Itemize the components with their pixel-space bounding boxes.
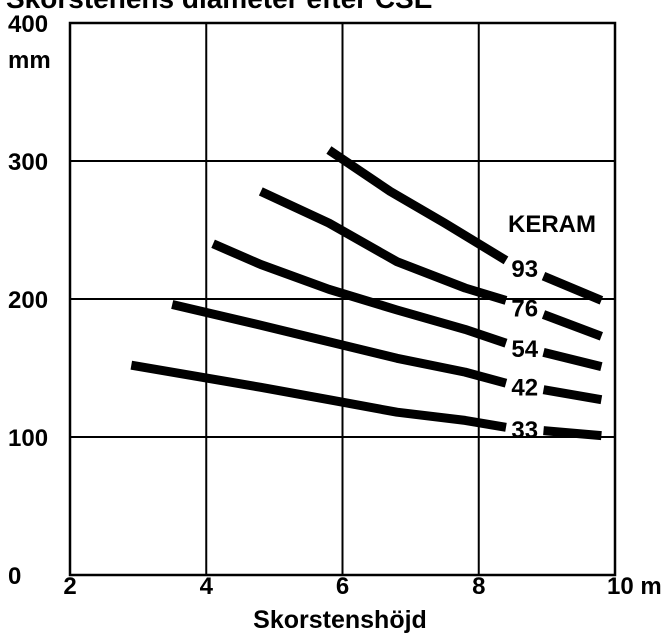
y-tick-label: 400 (8, 11, 48, 38)
plot-frame (68, 21, 617, 577)
x-tick-label: 8 (472, 573, 485, 600)
series-label-76: 76 (511, 295, 538, 322)
series-label-93: 93 (511, 256, 538, 283)
series-labels: 93 76 54 42 33 (511, 256, 538, 444)
y-tick-label: 0 (8, 563, 21, 590)
series-line-33 (130, 360, 507, 432)
series-label-54: 54 (511, 336, 538, 363)
y-tick-label: 200 (8, 287, 48, 314)
series-line-93 (326, 146, 509, 265)
series-line-54 (211, 239, 508, 348)
chart-title: Skorstenens diameter efter CSE (6, 0, 432, 14)
plot-area (130, 146, 604, 441)
series-line-42 (171, 300, 508, 388)
series-label-33: 33 (511, 417, 538, 444)
series-line-76 (541, 310, 603, 341)
series-line-93 (541, 271, 604, 305)
series-line-33 (543, 426, 602, 441)
x-axis-title: Skorstenshöjd (253, 606, 427, 634)
series-line-54 (542, 348, 603, 371)
x-tick-label: 2 (63, 573, 76, 600)
x-tick-label: 6 (336, 573, 349, 600)
series-line-76 (258, 187, 508, 305)
y-unit-label: mm (8, 47, 51, 74)
x-tick-label: 10 m (607, 573, 662, 600)
series-label-42: 42 (511, 374, 538, 401)
x-tick-label: 4 (200, 573, 214, 600)
series-line-42 (542, 385, 603, 405)
y-tick-label: 100 (8, 425, 48, 452)
y-tick-label: 300 (8, 149, 48, 176)
axis-ticks: 0 100 200 300 400 2 4 6 8 10 m (8, 11, 662, 600)
legend-title: KERAM (508, 211, 596, 238)
